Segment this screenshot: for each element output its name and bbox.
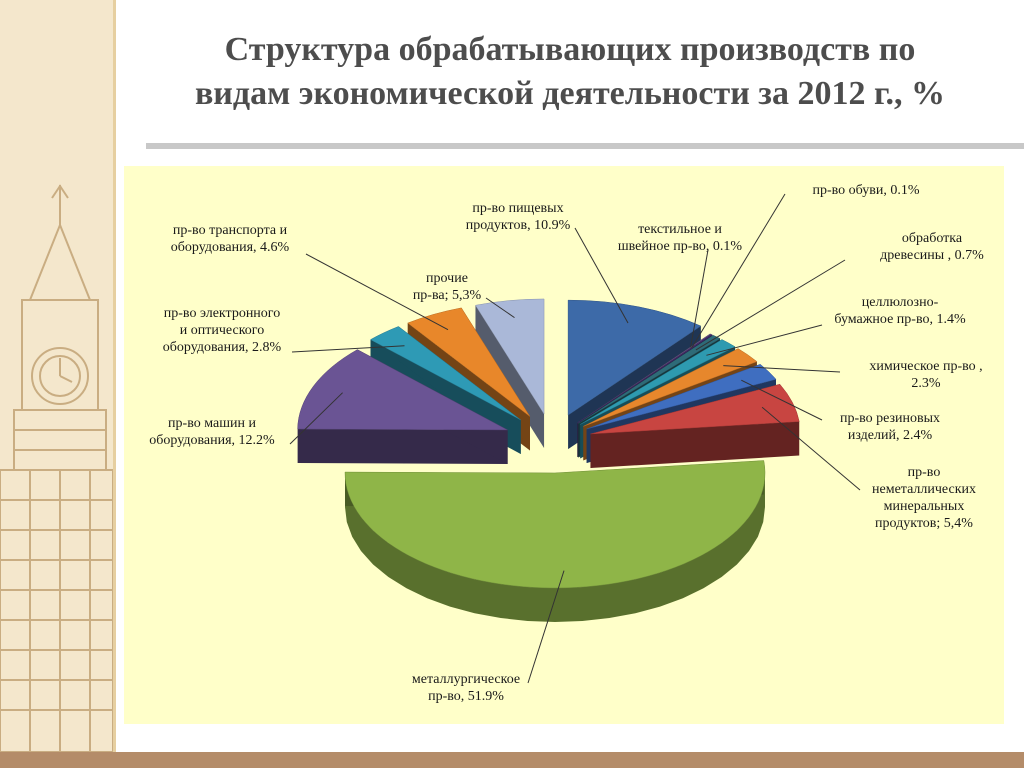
slice-label: пр-во обуви, 0.1% (812, 183, 919, 198)
leader-line (695, 259, 846, 351)
pie-slice-top (407, 307, 531, 417)
slice-label-line: пр-во обуви, 0.1% (812, 183, 919, 198)
side-decoration-panel (0, 0, 113, 768)
slice-label: химическое пр-во , 2.3% (869, 359, 982, 391)
slice-label-line: продуктов; 5,4% (875, 516, 973, 531)
pie-slice-top (577, 334, 713, 424)
clock-tower-illustration (0, 184, 113, 753)
pie-slice-top (586, 364, 777, 430)
label-leader-lines (289, 193, 861, 684)
slice-label: обработка древесины , 0.7% (880, 231, 984, 263)
pie-slice-top (583, 348, 758, 427)
slice-label-line: обработка (902, 231, 963, 246)
pie-slice-top (475, 298, 545, 415)
leader-line (761, 406, 861, 491)
slice-label-line: пр-во электронного (164, 306, 280, 321)
slice-label-line: металлургическое (412, 672, 520, 687)
slice-label-line: пр-во машин и (168, 416, 256, 431)
leader-line (289, 392, 343, 445)
slice-label-line: оборудования, 2.8% (163, 340, 282, 355)
slide-title-line1: Структура обрабатывающих производств по (224, 31, 916, 68)
slice-label-line: пр-во резиновых (840, 411, 940, 426)
leader-line (690, 249, 709, 348)
slice-label-line: оборудования, 12.2% (149, 433, 275, 448)
slice-label: пр-во неметаллических минеральных продуктов… (872, 465, 976, 531)
slice-label-line: оборудования, 4.6% (171, 240, 290, 255)
slice-label-line: 2.3% (911, 376, 941, 391)
slide-title-line2: видам экономической деятельности за 2012… (194, 75, 946, 112)
title-underline (146, 143, 1024, 149)
slice-label-line: пр-во, 51.9% (428, 689, 504, 704)
pie-slice (590, 383, 800, 468)
pie-slice (344, 460, 766, 622)
slice-label: текстильное и швейное пр-во, 0.1% (618, 222, 743, 254)
leader-line (485, 297, 515, 319)
pie-slices (297, 298, 800, 622)
leader-line (741, 379, 823, 421)
pie-slice-top (590, 383, 800, 435)
slice-label-line: прочие (426, 271, 468, 286)
slice-label: пр-во электронного и оптического оборудова… (163, 306, 282, 355)
pie-slice-top (344, 460, 766, 589)
slice-label-line: текстильное и (638, 222, 722, 237)
slice-label: пр-во пищевых продуктов, 10.9% (466, 201, 571, 233)
slice-label: целлюлозно-бумажное пр-во, 1.4% (834, 295, 966, 327)
slice-label-line: пр-во транспорта и (173, 223, 288, 238)
leader-line (305, 253, 449, 331)
slice-label-line: и оптического (180, 323, 264, 338)
leader-line (291, 345, 405, 353)
slice-label-line: изделий, 2.4% (848, 428, 933, 443)
slice-label-line: пр-во (908, 465, 941, 480)
leader-line (574, 227, 629, 324)
slice-label: металлургическое пр-во, 51.9% (412, 672, 520, 704)
slice-label: пр-во транспорта и оборудования, 4.6% (171, 223, 290, 255)
leader-line (723, 365, 841, 373)
slice-label: пр-во машин и оборудования, 12.2% (149, 416, 275, 448)
leader-line (691, 193, 786, 349)
pie-chart: пр-во пищевых продуктов, 10.9% текстильное… (149, 183, 984, 704)
bottom-bar (0, 752, 1024, 768)
slice-label-line: целлюлозно- (862, 295, 939, 310)
slice-label-line: пр-ва; 5,3% (413, 288, 482, 303)
pie-slice-wall (297, 429, 508, 464)
side-divider (113, 0, 116, 768)
pie-slice-top (297, 349, 508, 431)
leader-line (706, 324, 823, 356)
slice-label: прочие пр-ва; 5,3% (413, 271, 482, 303)
slide-title: Структура обрабатывающих производств по … (116, 28, 1024, 116)
pie-slice-top (580, 339, 736, 425)
slice-label-line: древесины , 0.7% (880, 248, 984, 263)
slice-label-line: продуктов, 10.9% (466, 218, 571, 233)
slice-label-line: неметаллических (872, 482, 976, 497)
leader-line (527, 570, 565, 684)
pie-slice-side (345, 473, 765, 622)
slice-label: пр-во резиновых изделий, 2.4% (840, 411, 940, 443)
slice-label-line: химическое пр-во , (869, 359, 982, 374)
slice-labels: пр-во пищевых продуктов, 10.9% текстильное… (149, 183, 984, 704)
slice-label-line: пр-во пищевых (472, 201, 563, 216)
pie-slice-wall (590, 421, 800, 468)
slice-label-line: минеральных (884, 499, 965, 514)
slice-label-line: бумажное пр-во, 1.4% (834, 312, 966, 327)
chart-area: пр-во пищевых продуктов, 10.9% текстильное… (124, 166, 1004, 724)
slice-label-line: швейное пр-во, 0.1% (618, 239, 743, 254)
pie-slice (297, 349, 508, 464)
pie-slice-top (369, 326, 521, 421)
